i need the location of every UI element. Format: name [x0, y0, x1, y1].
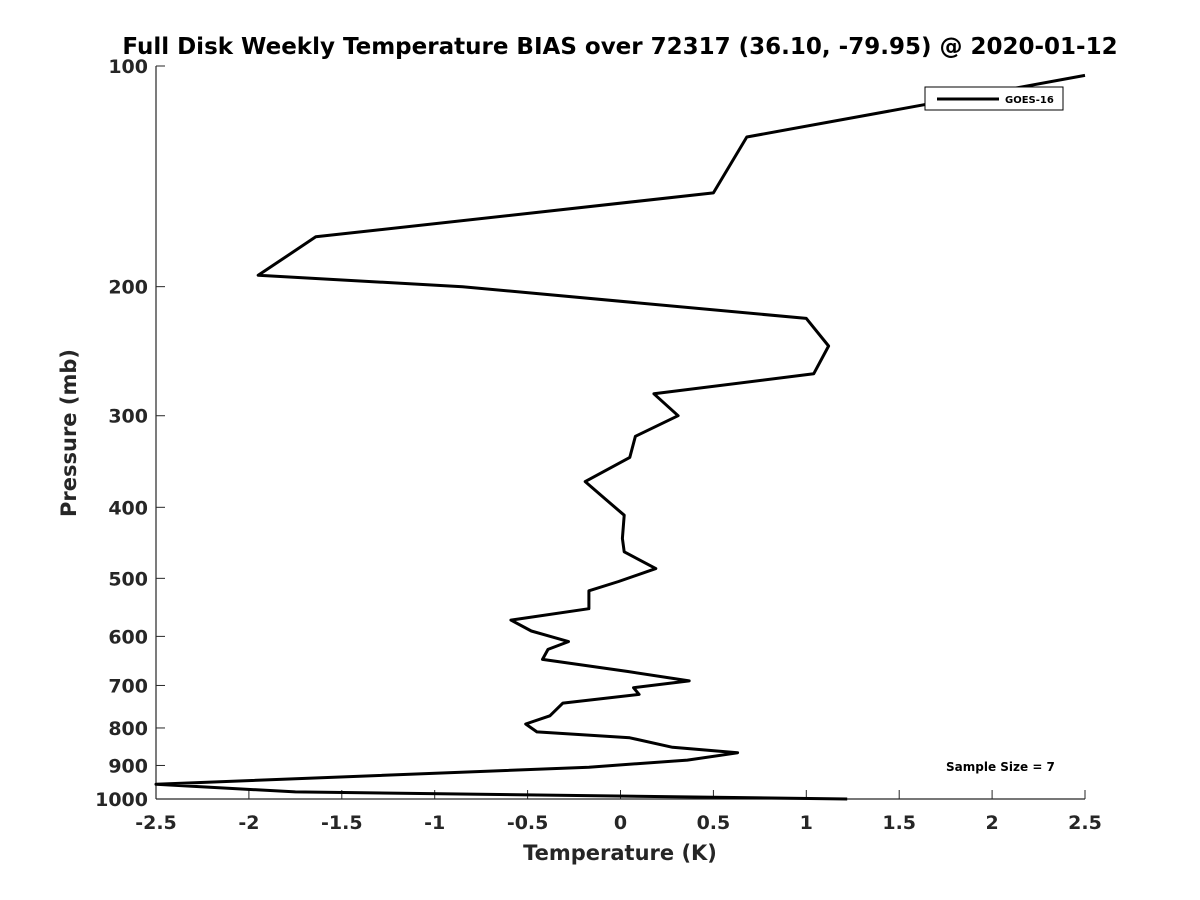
y-tick-label: 400 [108, 497, 148, 519]
chart-title: Full Disk Weekly Temperature BIAS over 7… [122, 34, 1117, 60]
x-tick-label: 2 [985, 812, 998, 834]
x-tick-label: 1.5 [882, 812, 916, 834]
x-tick-label: 0.5 [697, 812, 731, 834]
y-tick-label: 900 [108, 755, 148, 777]
x-axis-ticks: -2.5 -2 -1.5 -1 -0.5 0 0.5 1 1.5 2 2.5 [135, 790, 1102, 834]
x-tick-label: 0 [614, 812, 627, 834]
y-axis-ticks: 100 200 300 400 500 600 700 800 900 1000 [95, 56, 165, 811]
x-tick-label: -2 [238, 812, 259, 834]
x-tick-label: -0.5 [507, 812, 549, 834]
y-tick-label: 1000 [95, 789, 148, 811]
y-axis-label: Pressure (mb) [57, 349, 81, 517]
y-tick-label: 300 [108, 406, 148, 428]
x-tick-label: -1 [424, 812, 445, 834]
y-tick-label: 800 [108, 718, 148, 740]
axes [155, 66, 1085, 800]
x-tick-label: -1.5 [321, 812, 363, 834]
series-line-goes-16 [154, 73, 1086, 801]
x-tick-label: -2.5 [135, 812, 177, 834]
x-tick-label: 2.5 [1068, 812, 1102, 834]
y-tick-label: 600 [108, 626, 148, 648]
y-tick-label: 500 [108, 568, 148, 590]
y-tick-label: 700 [108, 675, 148, 697]
y-tick-label: 200 [108, 277, 148, 299]
x-tick-label: 1 [800, 812, 813, 834]
y-tick-label: 100 [108, 56, 148, 78]
x-axis-label: Temperature (K) [523, 841, 717, 865]
sample-size-annotation: Sample Size = 7 [946, 760, 1055, 774]
legend-label-goes-16: GOES-16 [1005, 95, 1054, 106]
legend: GOES-16 [924, 86, 1064, 111]
